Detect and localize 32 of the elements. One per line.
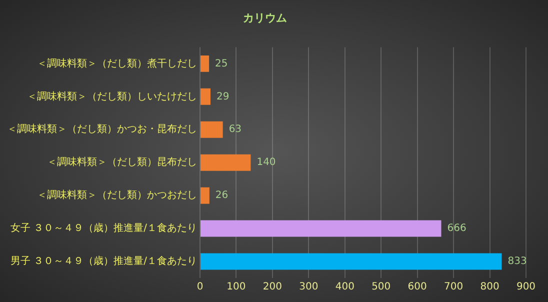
- x-tick-label: 100: [226, 282, 246, 293]
- data-label: 29: [216, 91, 230, 102]
- bar: [200, 220, 442, 237]
- x-tick-label: 400: [335, 282, 354, 293]
- y-tick-label: 男子 ３０～４９（歳）推進量/１食あたり: [10, 255, 197, 268]
- bar: [200, 121, 223, 138]
- x-tick-label: 200: [262, 282, 282, 293]
- y-tick-label: ＜調味料類＞（だし類）煮干しだし: [37, 57, 197, 70]
- chart-title: カリウム: [243, 11, 287, 24]
- y-tick-label: ＜調味料類＞（だし類）かつお・昆布だし: [7, 123, 197, 136]
- x-tick-label: 600: [408, 282, 427, 293]
- data-label: 26: [215, 190, 228, 202]
- x-tick-label: 0: [196, 282, 204, 293]
- x-tick-label: 300: [299, 282, 318, 293]
- bar: [200, 253, 502, 270]
- bar: [200, 154, 251, 171]
- data-label: 25: [215, 58, 228, 70]
- data-label: 666: [447, 223, 466, 234]
- x-tick-label: 900: [516, 282, 536, 293]
- x-tick-label: 800: [480, 282, 500, 293]
- data-label: 63: [228, 124, 242, 136]
- y-tick-label: ＜調味料類＞（だし類）かつおだし: [37, 189, 197, 202]
- y-tick-label: 女子 ３０～４９（歳）推進量/１食あたり: [10, 222, 197, 234]
- data-label: 140: [256, 157, 276, 168]
- bar: [200, 88, 211, 105]
- data-label: 833: [508, 256, 527, 268]
- bar: [200, 55, 210, 72]
- x-tick-label: 700: [444, 282, 464, 293]
- y-tick-label: ＜調味料類＞（だし類）昆布だし: [47, 156, 197, 168]
- bar: [200, 187, 210, 204]
- x-tick-label: 500: [372, 282, 391, 293]
- y-tick-label: ＜調味料類＞（だし類）しいたけだし: [27, 90, 197, 102]
